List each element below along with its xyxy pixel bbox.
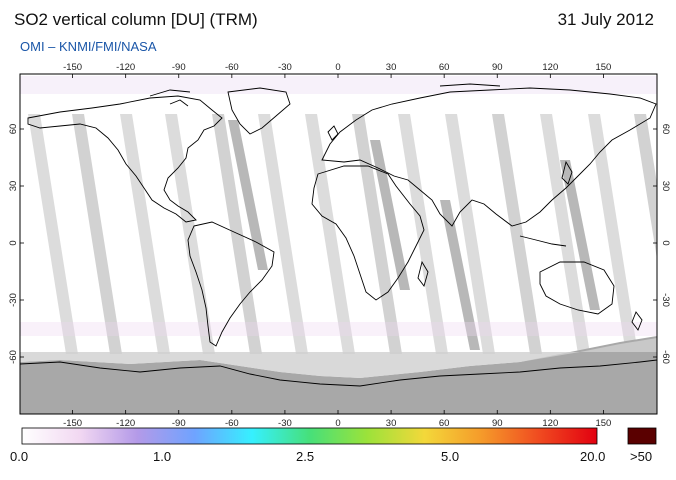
north-america-coast — [27, 95, 223, 223]
lon-tick-label-bottom: 60 — [439, 418, 450, 429]
lon-tick-label-top: -120 — [116, 62, 135, 73]
lon-tick-label-top: 120 — [542, 62, 558, 73]
orbit-gap-swath — [634, 114, 657, 260]
british-isles-coast — [327, 125, 339, 141]
map-date: 31 July 2012 — [557, 10, 654, 29]
colorbar-overflow-swatch — [627, 427, 657, 445]
coastlines — [20, 83, 657, 387]
lon-tick-label-top: -60 — [225, 62, 239, 73]
lat-tick-label-right: 60 — [660, 124, 671, 135]
orbit-gap-swath — [398, 114, 448, 354]
colorbar-label-0: 0.0 — [10, 449, 29, 464]
latitude-ticks-left: 60 30 0 -30 -60 — [8, 124, 24, 364]
lat-tick-label-right: 30 — [660, 181, 671, 192]
longitude-ticks-top: -150 -120 -90 -60 -30 0 30 60 90 120 150 — [63, 62, 611, 78]
lon-tick-label-top: -90 — [172, 62, 186, 73]
data-gap-swaths — [28, 114, 657, 354]
africa-coast — [311, 165, 425, 301]
lat-tick-label-right: -60 — [660, 350, 671, 364]
greenland-coast — [227, 87, 291, 135]
colorbar-label-1: 1.0 — [153, 449, 172, 464]
lon-tick-label-top: -150 — [63, 62, 82, 73]
lat-tick-label-left: 30 — [8, 181, 19, 192]
arctic-noise-band — [20, 76, 657, 94]
lon-tick-label-bottom: -30 — [278, 418, 292, 429]
madagascar-coast — [417, 260, 429, 287]
lon-tick-label-top: 30 — [386, 62, 397, 73]
map-title: SO2 vertical column [DU] (TRM) — [14, 10, 258, 29]
lat-tick-label-right: 0 — [660, 240, 671, 245]
south-america-coast — [187, 221, 275, 347]
lon-tick-label-top: 60 — [439, 62, 450, 73]
lon-tick-label-bottom: -120 — [116, 418, 135, 429]
colorbar — [21, 427, 598, 445]
antarctica-coast — [20, 359, 657, 387]
overlap-swath — [560, 160, 600, 310]
lat-tick-label-left: 60 — [8, 124, 19, 135]
lon-tick-label-top: 150 — [595, 62, 611, 73]
australia-coast — [539, 261, 615, 315]
lon-tick-label-bottom: -90 — [172, 418, 186, 429]
lat-tick-label-left: -60 — [8, 350, 19, 364]
lon-tick-label-bottom: 120 — [542, 418, 558, 429]
southern-noise-band — [20, 322, 657, 336]
orbit-gap-swath — [352, 114, 402, 354]
overlap-swath — [440, 200, 480, 350]
lon-tick-label-bottom: -60 — [225, 418, 239, 429]
orbit-gap-swath — [305, 114, 355, 354]
map-frame — [19, 73, 658, 415]
lon-tick-label-top: 90 — [492, 62, 503, 73]
colorbar-label-3: 5.0 — [441, 449, 460, 464]
orbit-gap-swath — [72, 114, 122, 354]
lon-tick-label-bottom: 30 — [386, 418, 397, 429]
lon-tick-label-bottom: 90 — [492, 418, 503, 429]
arctic-islands-coast — [149, 83, 501, 107]
longitude-ticks-bottom: -150 -120 -90 -60 -30 0 30 60 90 120 150 — [63, 410, 611, 429]
lon-tick-label-bottom: 150 — [595, 418, 611, 429]
lon-tick-label-bottom: -150 — [63, 418, 82, 429]
orbit-gap-swath — [120, 114, 170, 354]
lon-tick-label-top: 0 — [335, 62, 340, 73]
colorbar-label-2: 2.5 — [296, 449, 315, 464]
orbit-gap-swath — [28, 114, 78, 354]
overlap-swath — [370, 140, 410, 290]
map-area — [20, 74, 657, 414]
new-zealand-coast — [631, 311, 643, 331]
lat-tick-label-left: -30 — [8, 293, 19, 307]
orbit-gap-swath — [212, 114, 262, 354]
orbit-gap-swath — [492, 114, 542, 354]
latitude-ticks-right: 60 30 0 -30 -60 — [653, 124, 671, 364]
colorbar-label-4: 20.0 — [580, 449, 606, 464]
eurasia-coast — [321, 87, 657, 227]
lat-tick-label-left: 0 — [8, 240, 19, 245]
lon-tick-label-bottom: 0 — [335, 418, 340, 429]
overlap-swath — [228, 120, 268, 270]
orbit-gap-swath — [540, 114, 590, 354]
lon-tick-label-top: -30 — [278, 62, 292, 73]
colorbar-overflow-label: >50 — [630, 449, 653, 464]
orbit-gap-swath — [445, 114, 495, 354]
lat-tick-label-right: -30 — [660, 293, 671, 307]
southern-ocean-gray — [20, 338, 657, 378]
indonesia-coast — [519, 235, 567, 247]
polar-no-data-region — [20, 336, 657, 414]
orbit-gap-swath — [258, 114, 308, 354]
data-source-credit: OMI – KNMI/FMI/NASA — [20, 39, 157, 54]
orbit-gap-swath — [588, 114, 638, 354]
japan-coast — [561, 160, 573, 185]
